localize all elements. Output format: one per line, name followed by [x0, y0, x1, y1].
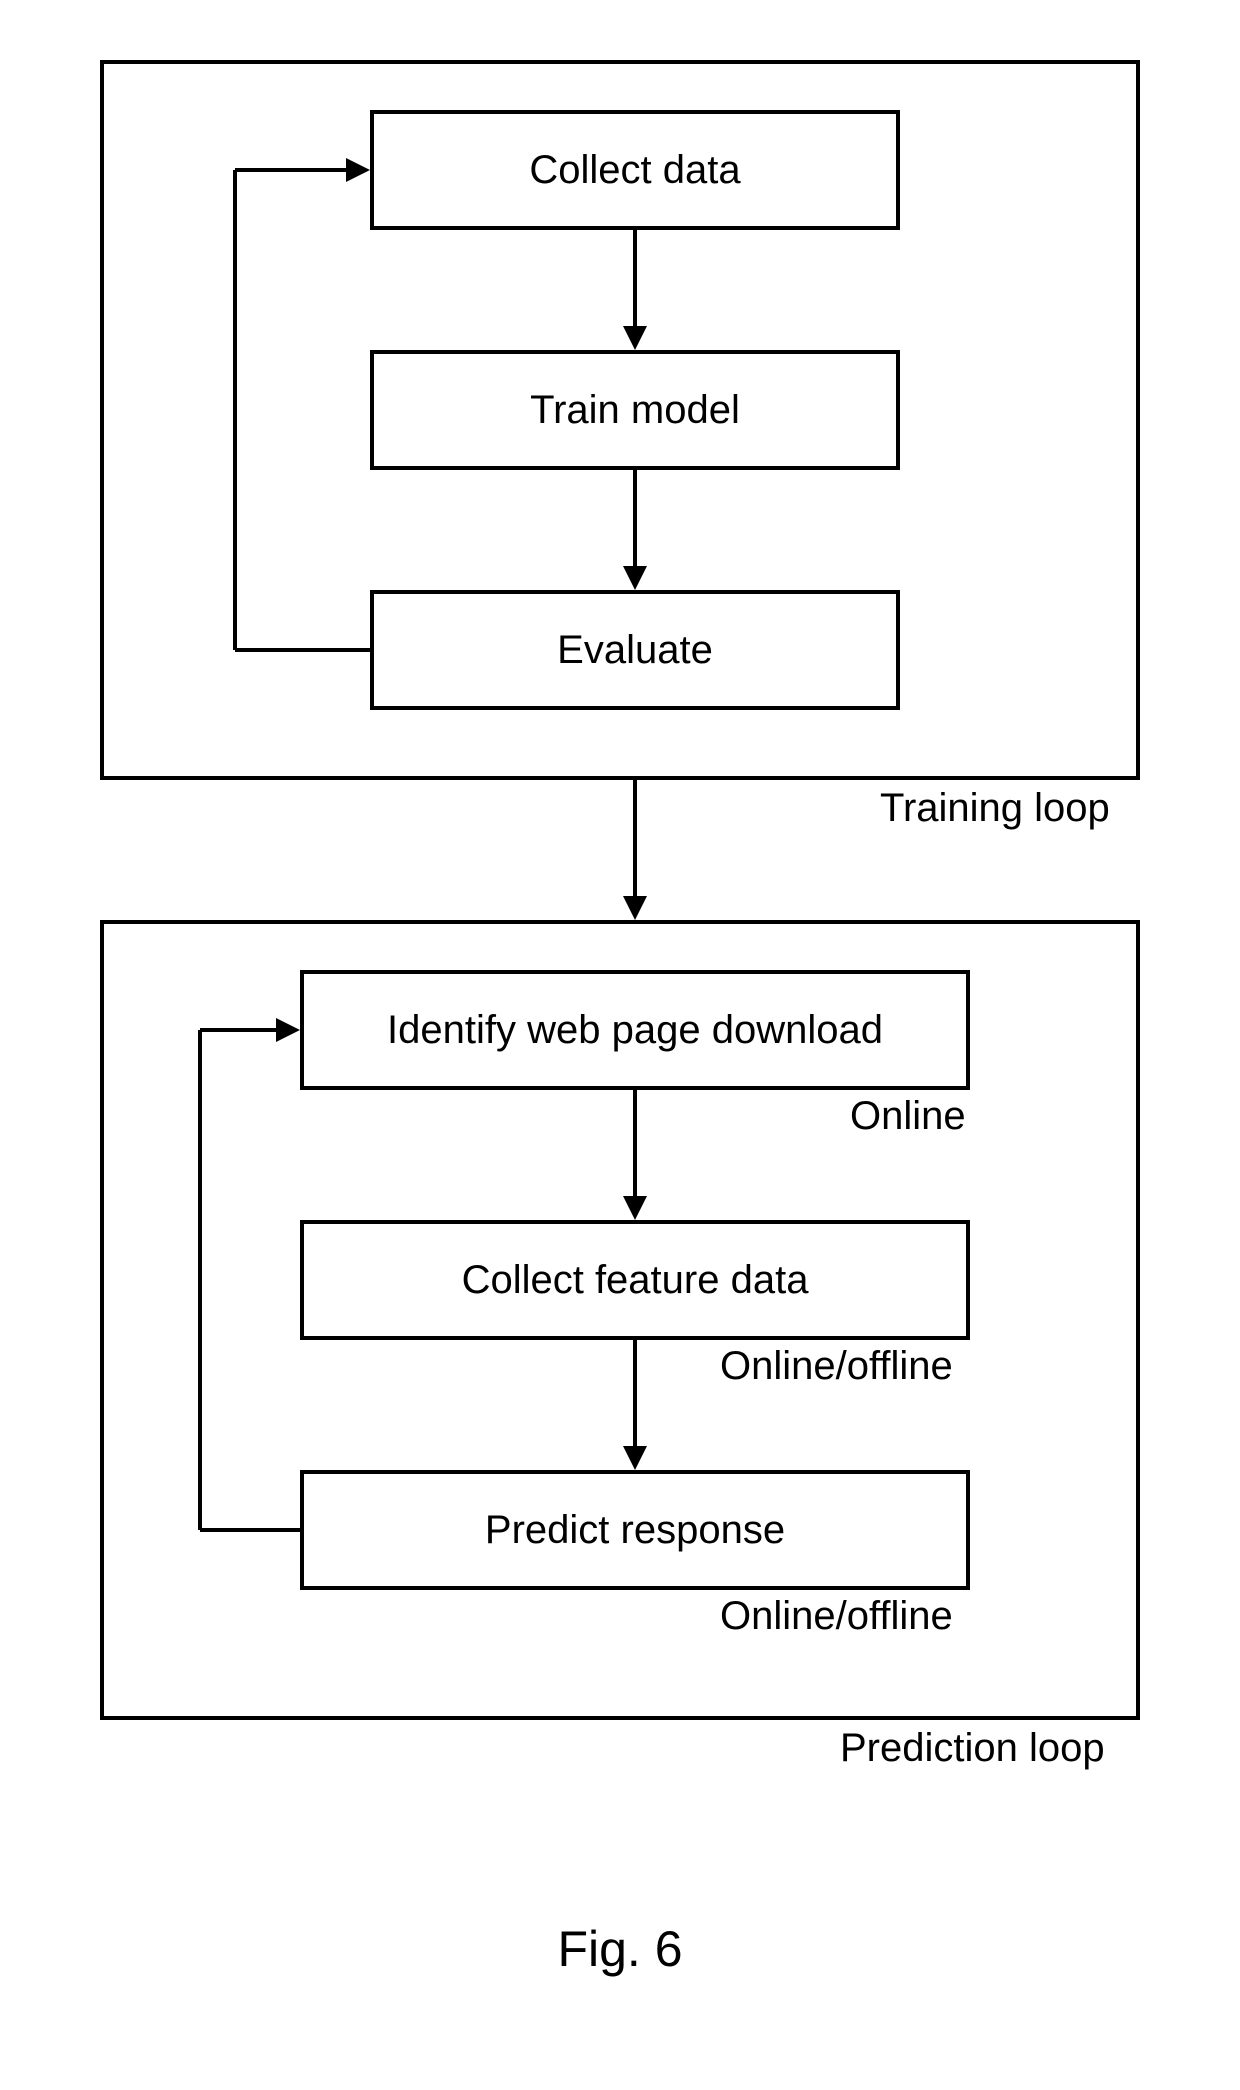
node-collect-feature: Collect feature data [300, 1220, 970, 1340]
side-label-identify: Online [850, 1094, 966, 1139]
node-train-model: Train model [370, 350, 900, 470]
node-label: Collect data [529, 148, 740, 193]
prediction-loop-label: Prediction loop [840, 1726, 1105, 1771]
node-label: Identify web page download [387, 1008, 883, 1053]
node-evaluate: Evaluate [370, 590, 900, 710]
training-loop-label: Training loop [880, 786, 1110, 831]
node-identify: Identify web page download [300, 970, 970, 1090]
node-label: Evaluate [557, 628, 713, 673]
side-label-predict: Online/offline [720, 1594, 953, 1639]
figure-caption: Fig. 6 [0, 1920, 1240, 1978]
node-collect-data: Collect data [370, 110, 900, 230]
node-label: Predict response [485, 1508, 785, 1553]
node-label: Train model [530, 388, 740, 433]
node-predict: Predict response [300, 1470, 970, 1590]
node-label: Collect feature data [462, 1258, 809, 1303]
side-label-collect-feature: Online/offline [720, 1344, 953, 1389]
flowchart-canvas: Collect data Train model Evaluate Traini… [0, 0, 1240, 2090]
